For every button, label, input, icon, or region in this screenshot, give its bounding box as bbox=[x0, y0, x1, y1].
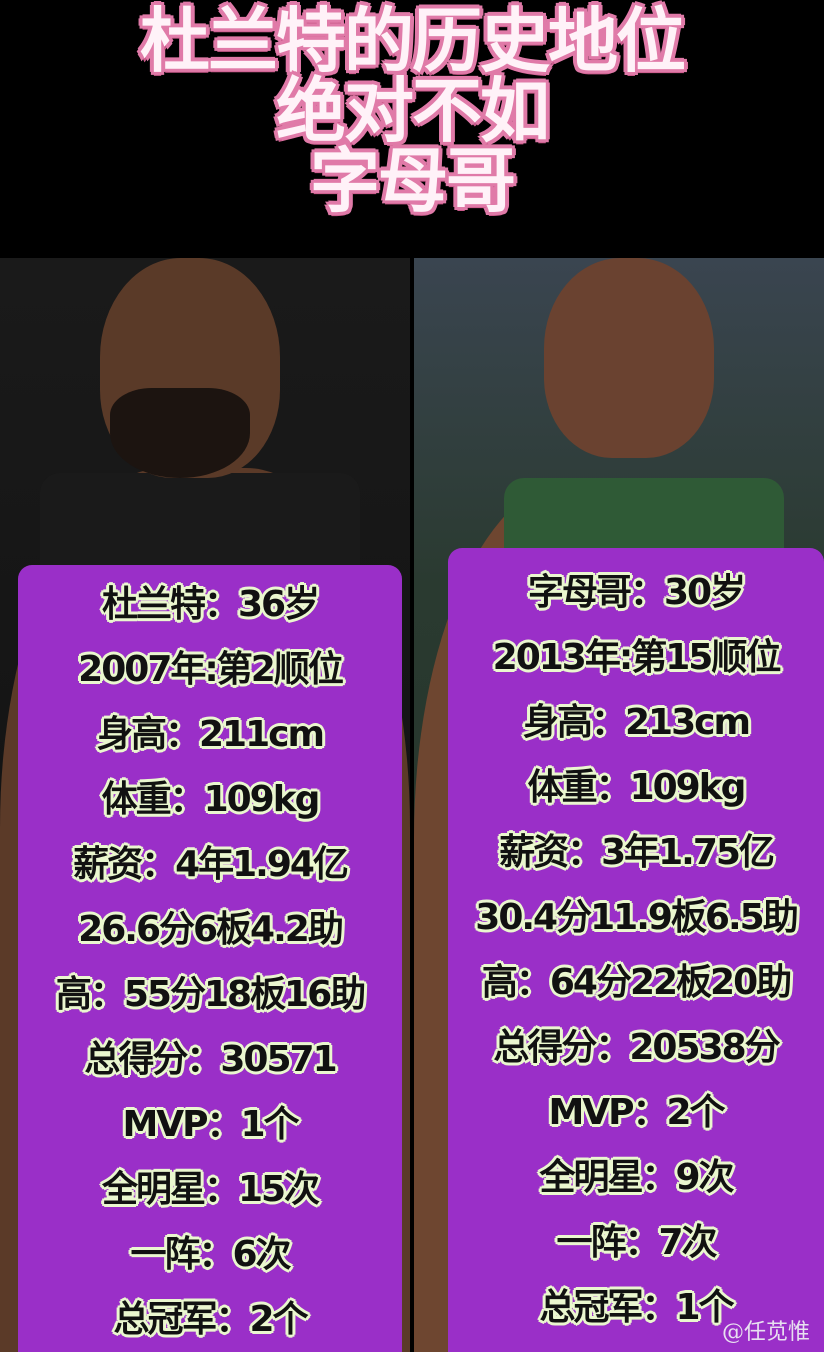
stat-row: 2013年:第15顺位 bbox=[492, 637, 782, 678]
durant-beard bbox=[110, 388, 250, 478]
stat-row: 2007年:第2顺位 bbox=[78, 649, 344, 690]
stat-row: 体重：109kg bbox=[101, 779, 321, 820]
stat-row: 一阵：7次 bbox=[556, 1222, 717, 1263]
headline-line-3: 字母哥 bbox=[310, 140, 516, 222]
stat-row: 杜兰特：36岁 bbox=[101, 584, 320, 625]
stat-row: 26.6分6板4.2助 bbox=[78, 909, 344, 950]
stat-row: MVP：2个 bbox=[548, 1092, 725, 1133]
giannis-stats-panel: 字母哥：30岁 2013年:第15顺位 身高：213cm 体重：109kg 薪资：3年1… bbox=[448, 548, 824, 1352]
stat-row: 薪资：4年1.94亿 bbox=[73, 844, 349, 885]
giannis-head bbox=[544, 258, 714, 458]
stat-row: 全明星：9次 bbox=[539, 1157, 734, 1198]
stat-row: 字母哥：30岁 bbox=[527, 572, 746, 613]
watermark: @任苋惟 bbox=[721, 1320, 810, 1345]
stat-row: 30.4分11.9板6.5助 bbox=[475, 897, 798, 938]
headline-line-2: 绝对不如 bbox=[276, 70, 550, 152]
headline: 杜兰特的历史地位 绝对不如 字母哥 bbox=[0, 0, 824, 258]
stat-row: 总冠军：1个 bbox=[539, 1287, 734, 1328]
stat-row: 全明星：15次 bbox=[101, 1169, 320, 1210]
stat-row: 薪资：3年1.75亿 bbox=[499, 832, 775, 873]
stat-row: MVP：1个 bbox=[122, 1104, 299, 1145]
durant-stats-panel: 杜兰特：36岁 2007年:第2顺位 身高：211cm 体重：109kg 薪资：4年1.… bbox=[18, 565, 402, 1352]
stat-row: 总得分：30571 bbox=[84, 1039, 337, 1080]
stat-row: 高：55分18板16助 bbox=[55, 974, 366, 1015]
stat-row: 身高：213cm bbox=[523, 702, 751, 743]
stat-row: 总冠军：2个 bbox=[113, 1299, 308, 1340]
giannis-jersey bbox=[504, 478, 784, 558]
stat-row: 总得分：20538分 bbox=[493, 1027, 780, 1068]
stat-row: 身高：211cm bbox=[97, 714, 325, 755]
stat-row: 高：64分22板20助 bbox=[481, 962, 792, 1003]
stat-row: 一阵：6次 bbox=[130, 1234, 291, 1275]
headline-line-1: 杜兰特的历史地位 bbox=[140, 0, 686, 82]
stat-row: 体重：109kg bbox=[527, 767, 747, 808]
